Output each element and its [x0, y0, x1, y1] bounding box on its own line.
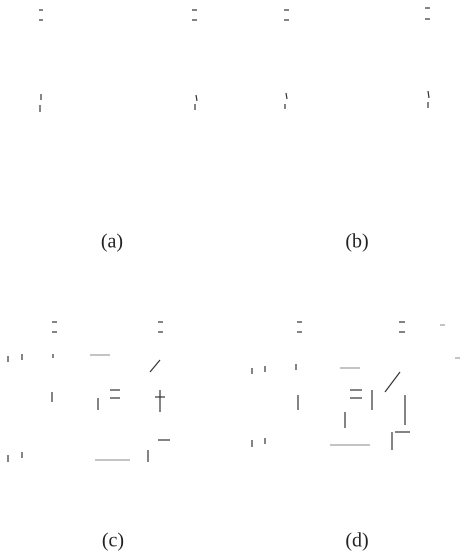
panel-label: (a) [101, 231, 123, 253]
panel-c-marks [8, 322, 170, 462]
panel-label: (c) [102, 530, 124, 552]
panel-label: (d) [345, 530, 368, 552]
panel-a-marks [39, 10, 197, 112]
panel-d-marks [252, 322, 410, 450]
page: {"panels": [{"label": "(a)"}, {"label": … [0, 0, 474, 553]
panel-label: (b) [345, 231, 368, 253]
panel-c-faint-marks [90, 355, 130, 460]
panel-b-marks [284, 8, 430, 109]
panel-d-faint-marks [330, 325, 460, 445]
figure: (a) (b) (c) (d) [0, 0, 474, 553]
